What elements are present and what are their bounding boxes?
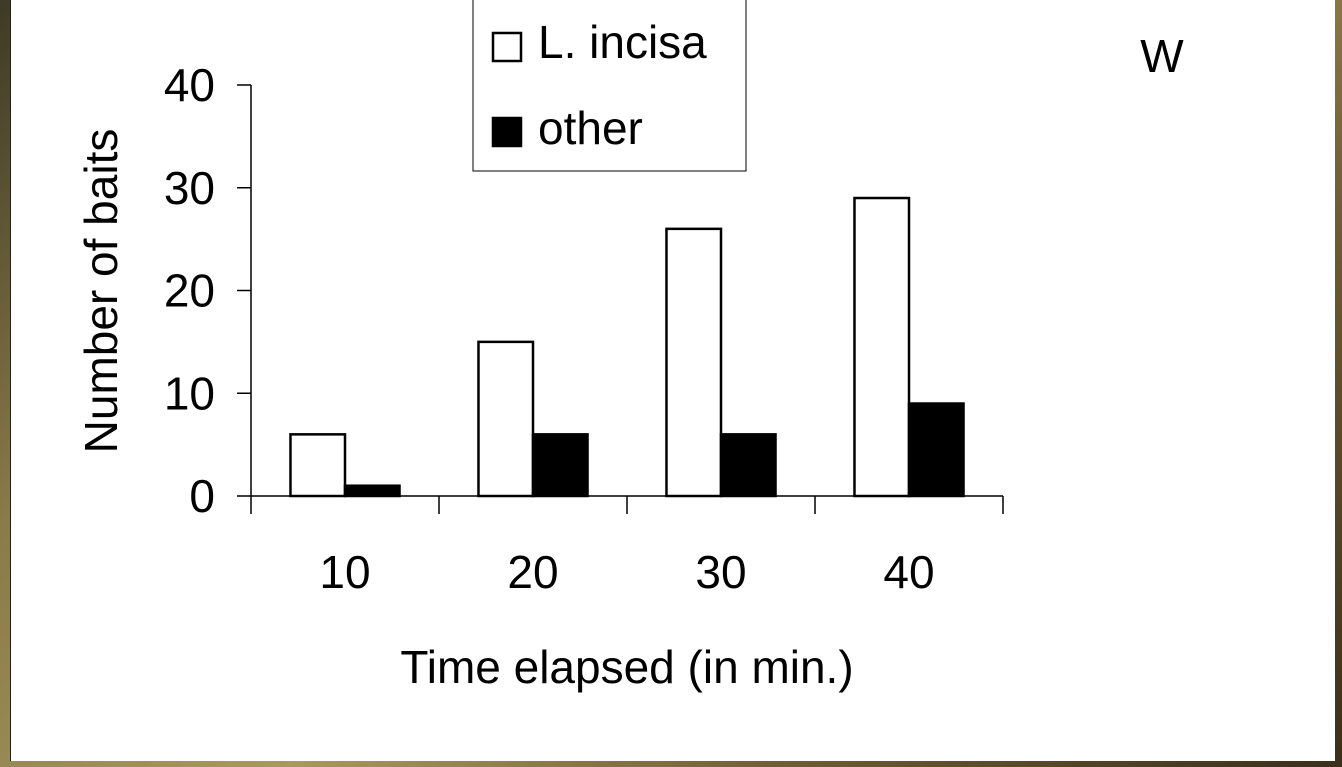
- bar-other-30: [719, 433, 777, 498]
- legend-label-other: other: [538, 102, 643, 154]
- legend-swatch-other: [491, 116, 523, 148]
- x-tick-label: 20: [507, 546, 558, 598]
- y-axis-title: Number of baits: [75, 129, 127, 454]
- y-tick-label: 40: [164, 59, 215, 111]
- bar-other-20: [531, 433, 589, 498]
- y-tick-label: 30: [164, 162, 215, 214]
- legend-swatch-l-incisa: [491, 31, 523, 63]
- y-tick-label: 20: [164, 265, 215, 317]
- x-axis-title: Time elapsed (in min.): [400, 641, 853, 693]
- y-tick-label: 10: [164, 367, 215, 419]
- legend-label-l-incisa: L. incisa: [538, 16, 707, 68]
- y-ticks: 0 10 20 30 40: [164, 59, 251, 522]
- y-tick-label: 0: [189, 470, 215, 522]
- x-ticks: 10 20 30 40: [250, 496, 1004, 598]
- bar-l-incisa-40: [853, 196, 911, 498]
- bars: [289, 196, 965, 498]
- x-tick-label: 30: [695, 546, 746, 598]
- legend: L. incisa other: [472, 0, 747, 172]
- bar-other-10: [343, 484, 401, 498]
- bar-l-incisa-10: [289, 433, 347, 498]
- x-tick-label: 10: [319, 546, 370, 598]
- bar-other-40: [907, 402, 965, 498]
- bar-l-incisa-30: [665, 227, 723, 498]
- bar-l-incisa-20: [477, 340, 535, 498]
- x-tick-label: 40: [883, 546, 934, 598]
- panel-letter: W: [1140, 30, 1184, 82]
